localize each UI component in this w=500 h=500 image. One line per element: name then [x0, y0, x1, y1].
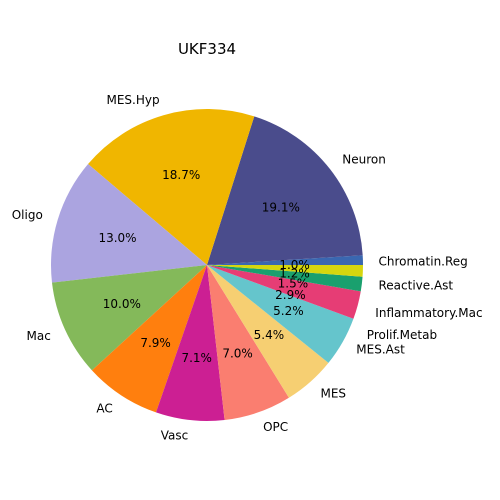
slice-label: Chromatin.Reg — [379, 255, 468, 269]
slice-label: MES — [321, 387, 347, 401]
slice-percent-label: 10.0% — [103, 297, 141, 311]
pie-slice-prolif-metab — [207, 265, 361, 319]
pie-slice-mes — [207, 265, 329, 398]
slice-label: Neuron — [342, 152, 386, 166]
slice-label: Reactive.Ast — [379, 279, 454, 293]
slice-label: OPC — [263, 420, 288, 434]
pie-slices — [51, 109, 363, 421]
slice-labels: Chromatin.Reg Neuron MES.Hyp Oligo Mac AC Vasc… — [12, 93, 483, 443]
pie-slice-reactive-ast — [207, 265, 363, 277]
pie-slice-vasc — [156, 265, 225, 421]
pie-slice-inflammatory-mac — [207, 265, 363, 292]
slice-percent-label: 5.2% — [273, 304, 304, 318]
slice-percent-labels: 1.0% 19.1% 18.7% 13.0% 10.0% 7.9% 7.1% 7.0%5.4%… — [98, 168, 309, 365]
slice-percent-label: 1.2% — [279, 267, 310, 281]
slice-percent-label: 19.1% — [262, 200, 300, 214]
slice-label: Vasc — [161, 429, 188, 443]
slice-label: AC — [96, 401, 112, 415]
slice-label: Prolif.Metab — [367, 328, 437, 342]
chart-title: UKF334 — [178, 40, 236, 58]
slice-percent-label: 18.7% — [162, 168, 200, 182]
slice-percent-label: 7.1% — [181, 351, 212, 365]
slice-percent-label: 13.0% — [98, 231, 136, 245]
slice-percent-label: 7.0% — [222, 347, 253, 361]
pie-slice-oligo — [51, 164, 208, 283]
pie-slice-mac — [52, 265, 207, 371]
pie-slice-mes-ast — [207, 265, 354, 363]
slice-label: MES.Hyp — [106, 93, 159, 107]
slice-percent-label: 1.0% — [279, 258, 310, 272]
pie-slice-opc — [207, 265, 289, 420]
slice-label: Mac — [26, 329, 50, 343]
slice-percent-label: 1.5% — [278, 276, 309, 290]
pie-slice-neuron — [207, 116, 363, 265]
pie-slice-mes-hyp — [88, 109, 255, 266]
slice-label: Inflammatory.Mac — [375, 306, 482, 320]
pie-slice-chromatin-reg — [207, 255, 363, 265]
pie-slice-ac — [91, 265, 207, 413]
slice-label: MES.Ast — [356, 343, 405, 357]
slice-percent-label: 7.9% — [140, 336, 171, 350]
slice-percent-label: 2.9% — [275, 288, 306, 302]
slice-percent-label: 5.4% — [254, 328, 285, 342]
slice-label: Oligo — [12, 208, 43, 222]
